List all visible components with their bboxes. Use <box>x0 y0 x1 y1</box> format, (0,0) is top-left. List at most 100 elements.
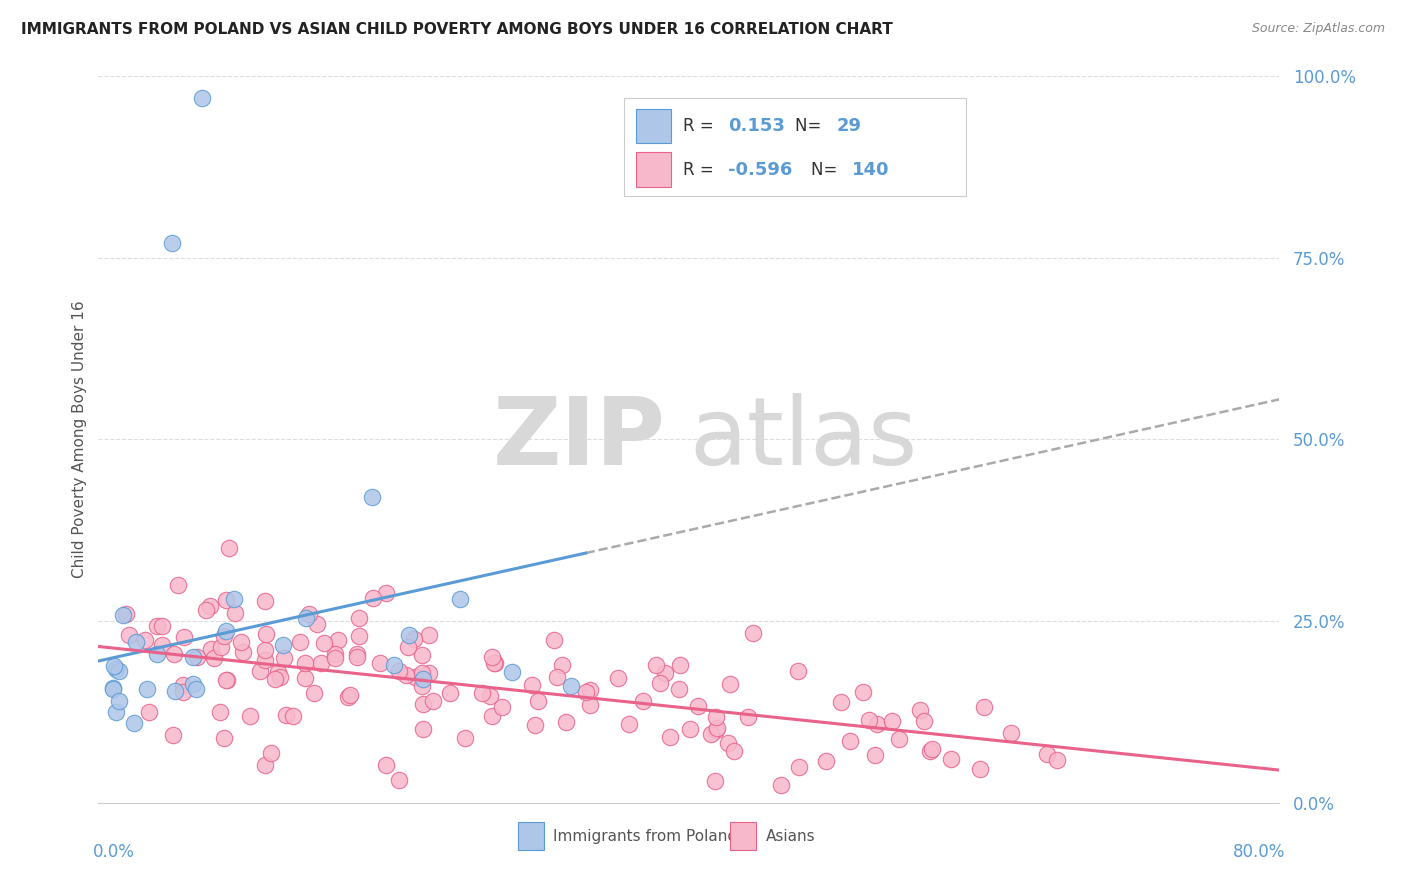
Point <box>209 640 232 655</box>
Point <box>668 682 690 697</box>
Point <box>125 635 148 649</box>
Point <box>337 690 360 704</box>
Point <box>162 235 183 250</box>
Point <box>491 700 513 714</box>
Point <box>560 680 582 694</box>
Point <box>271 638 294 652</box>
Point <box>215 673 238 688</box>
Point <box>294 671 316 685</box>
Point <box>479 689 502 703</box>
Point <box>253 653 276 667</box>
Text: ZIP: ZIP <box>492 393 665 485</box>
Point <box>523 718 546 732</box>
Point <box>218 541 240 556</box>
Point <box>830 695 852 709</box>
Point <box>325 647 347 661</box>
Point <box>920 744 942 758</box>
Point <box>195 603 218 617</box>
Point <box>215 673 238 687</box>
Point <box>1036 747 1059 762</box>
Point <box>543 632 565 647</box>
Point <box>921 742 943 756</box>
Point <box>398 628 420 642</box>
Point <box>404 670 426 684</box>
Point <box>787 665 810 679</box>
Point <box>412 723 434 737</box>
Point <box>273 651 295 665</box>
Point <box>388 772 411 787</box>
Point <box>481 709 503 723</box>
Point <box>412 697 434 711</box>
Point <box>183 677 205 691</box>
Point <box>200 641 222 656</box>
Point <box>339 689 361 703</box>
Text: Source: ZipAtlas.com: Source: ZipAtlas.com <box>1251 22 1385 36</box>
Point <box>481 650 503 665</box>
Point <box>191 90 214 104</box>
Point <box>973 700 995 714</box>
Point <box>172 685 194 699</box>
Point <box>166 578 188 592</box>
Text: 0.0%: 0.0% <box>93 843 135 861</box>
Point <box>770 778 793 792</box>
Point <box>294 656 316 670</box>
Point <box>716 736 738 750</box>
Point <box>103 681 125 695</box>
Text: 80.0%: 80.0% <box>1233 843 1285 861</box>
Point <box>737 710 759 724</box>
Point <box>298 607 321 621</box>
Point <box>104 706 127 720</box>
Text: Asians: Asians <box>766 829 815 844</box>
Point <box>103 682 125 697</box>
Point <box>346 647 368 661</box>
Point <box>388 664 411 678</box>
Y-axis label: Child Poverty Among Boys Under 16: Child Poverty Among Boys Under 16 <box>72 301 87 578</box>
Point <box>578 698 600 712</box>
Text: Immigrants from Poland: Immigrants from Poland <box>553 829 737 844</box>
Point <box>138 705 160 719</box>
Point <box>254 643 277 657</box>
Point <box>215 593 238 607</box>
Point <box>288 635 311 649</box>
Point <box>865 716 887 731</box>
Point <box>254 758 277 772</box>
Point <box>418 628 440 642</box>
Point <box>941 752 963 766</box>
Point <box>198 599 221 613</box>
Point <box>654 666 676 681</box>
Bar <box>730 822 756 850</box>
Point <box>186 681 208 696</box>
Point <box>254 626 277 640</box>
Point <box>679 722 702 736</box>
Point <box>229 635 252 649</box>
Point <box>224 606 246 620</box>
Point <box>281 709 304 723</box>
Point <box>395 667 418 681</box>
Point <box>108 664 131 678</box>
Point <box>214 731 236 746</box>
Point <box>269 670 291 684</box>
Point <box>208 705 231 719</box>
Point <box>173 630 195 644</box>
Point <box>706 709 728 723</box>
Point <box>471 686 494 700</box>
Point <box>122 716 145 731</box>
Point <box>212 629 235 643</box>
Point <box>307 616 329 631</box>
Point <box>607 671 630 685</box>
Point <box>617 717 640 731</box>
Point <box>118 627 141 641</box>
Text: atlas: atlas <box>689 393 917 485</box>
Text: 0.153: 0.153 <box>728 117 785 135</box>
Point <box>163 647 186 661</box>
Point <box>347 611 370 625</box>
Text: R =: R = <box>683 161 718 178</box>
Point <box>309 656 332 670</box>
Point <box>375 586 398 600</box>
Point <box>789 760 811 774</box>
Text: 140: 140 <box>852 161 890 178</box>
Point <box>839 734 862 748</box>
Point <box>706 721 728 735</box>
Point <box>880 714 903 729</box>
Point <box>361 591 384 606</box>
